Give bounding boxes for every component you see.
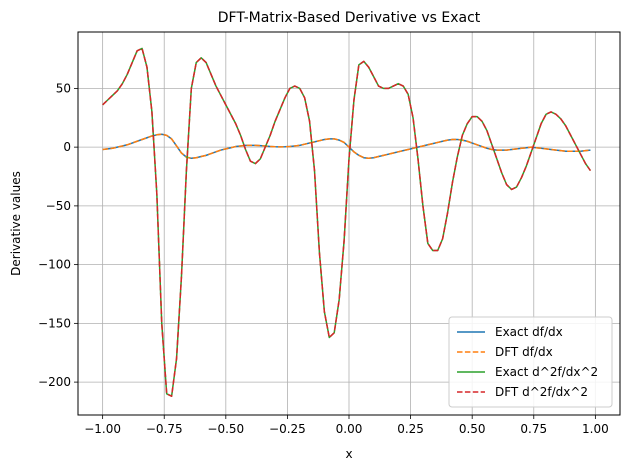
legend-label: DFT df/dx <box>495 345 553 359</box>
x-tick-label: −0.75 <box>146 422 183 436</box>
y-tick-label: −200 <box>38 375 71 389</box>
x-tick-label: 0.50 <box>459 422 486 436</box>
legend: Exact df/dx DFT df/dx Exact d^2f/dx^2 DFT d… <box>448 316 613 408</box>
x-tick-label: 0.75 <box>520 422 547 436</box>
legend-box <box>448 316 613 408</box>
series-line-4 <box>102 47 592 397</box>
x-tick-label: 0.00 <box>336 422 363 436</box>
legend-label: Exact d^2f/dx^2 <box>495 365 598 379</box>
legend-label: Exact df/dx <box>495 325 563 339</box>
x-tick-label: 1.00 <box>582 422 609 436</box>
x-tick-label: 0.25 <box>397 422 424 436</box>
x-tick-label: −1.00 <box>84 422 121 436</box>
plot-lines <box>102 47 592 397</box>
y-tick-label: 0 <box>63 140 71 154</box>
y-tick-label: −100 <box>38 258 71 272</box>
y-tick-label: −150 <box>38 316 71 330</box>
x-tick-label: −0.50 <box>207 422 244 436</box>
series-line-2 <box>102 133 591 160</box>
x-axis-label: x <box>345 447 352 461</box>
axis-ticks: −1.00 −0.75 −0.50 −0.25 0.00 0.25 0.50 0.75 1.00… <box>38 81 609 436</box>
legend-label: DFT d^2f/dx^2 <box>495 385 588 399</box>
y-tick-label: −50 <box>46 199 71 213</box>
chart-title: DFT-Matrix-Based Derivative vs Exact <box>218 10 481 26</box>
x-tick-label: −0.25 <box>269 422 306 436</box>
y-axis-label: Derivative values <box>9 171 23 276</box>
y-tick-label: 50 <box>56 81 71 95</box>
